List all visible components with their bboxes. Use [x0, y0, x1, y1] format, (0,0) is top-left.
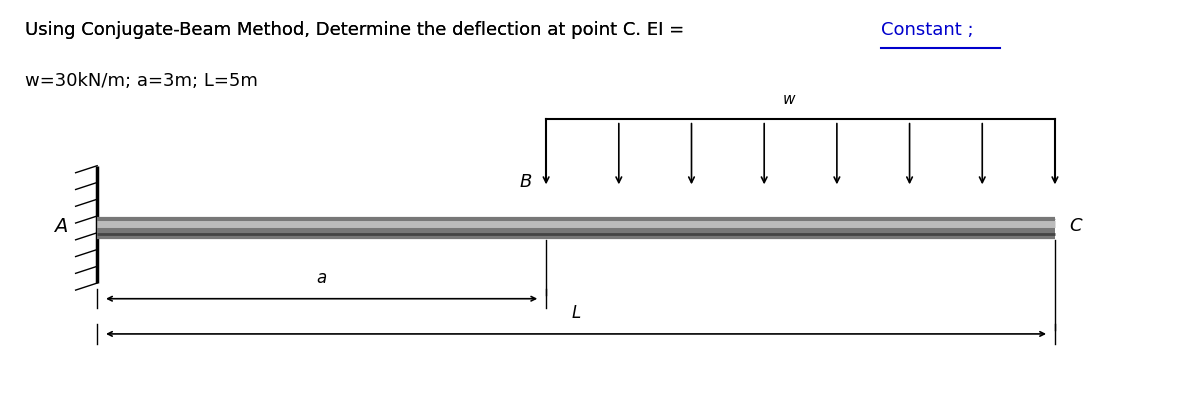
Text: Using Conjugate-Beam Method, Determine the deflection at point C. EI =: Using Conjugate-Beam Method, Determine t… — [25, 21, 690, 39]
Text: Using Conjugate-Beam Method, Determine the deflection at point C. EI =: Using Conjugate-Beam Method, Determine t… — [25, 21, 690, 39]
Text: w: w — [782, 92, 794, 107]
Text: L: L — [571, 304, 581, 322]
Text: B: B — [520, 173, 532, 191]
Text: Constant ;: Constant ; — [881, 21, 974, 39]
Text: a: a — [317, 269, 326, 287]
Text: C: C — [1069, 217, 1082, 235]
Text: A: A — [54, 217, 67, 236]
Text: w=30kN/m; a=3m; L=5m: w=30kN/m; a=3m; L=5m — [25, 72, 258, 90]
